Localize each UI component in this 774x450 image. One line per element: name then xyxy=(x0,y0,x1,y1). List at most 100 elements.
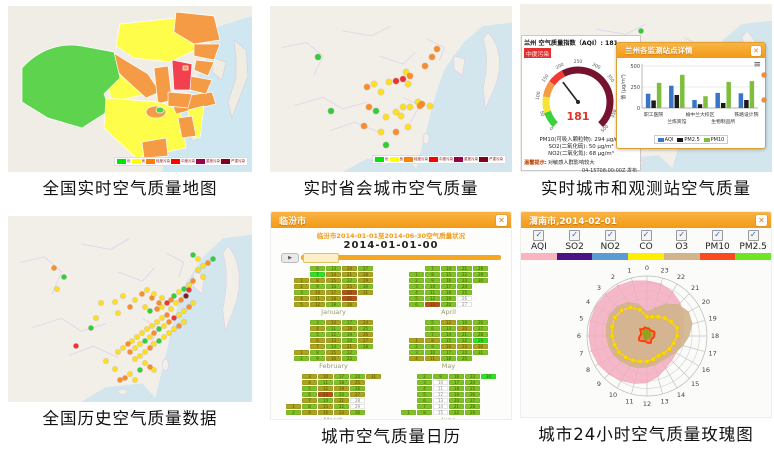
aqi-city-dot[interactable] xyxy=(638,28,644,34)
calendar-day-cell[interactable]: 20 xyxy=(457,326,472,331)
calendar-day-cell[interactable]: 27 xyxy=(457,302,472,307)
calendar-day-cell[interactable]: 20 xyxy=(342,338,357,343)
legend-item[interactable]: PM10 xyxy=(703,137,724,143)
checkbox-icon[interactable]: ✓ xyxy=(569,230,581,241)
aqi-city-dot[interactable] xyxy=(171,315,177,321)
aqi-city-dot[interactable] xyxy=(397,112,404,119)
calendar-day-cell[interactable]: 11 xyxy=(433,386,448,391)
capital-cities-map[interactable] xyxy=(270,6,512,172)
calendar-day-cell[interactable]: 10 xyxy=(425,284,440,289)
calendar-day-cell[interactable]: 27 xyxy=(350,392,365,397)
calendar-day-cell[interactable]: 19 xyxy=(449,392,464,397)
close-icon[interactable]: ✕ xyxy=(751,45,761,56)
calendar-day-cell[interactable]: 18 xyxy=(334,380,349,385)
calendar-day-cell[interactable]: 27 xyxy=(465,398,480,403)
calendar-day-cell[interactable]: 5 xyxy=(310,332,325,337)
aqi-city-dot[interactable] xyxy=(127,304,133,310)
aqi-city-dot[interactable] xyxy=(426,102,433,109)
calendar-day-cell[interactable]: 12 xyxy=(318,386,333,391)
calendar-day-cell[interactable]: 23 xyxy=(457,278,472,283)
calendar-day-cell[interactable]: 16 xyxy=(318,410,333,415)
calendar-day-cell[interactable]: 4 xyxy=(302,380,317,385)
aqi-city-dot[interactable] xyxy=(161,334,167,340)
calendar-day-cell[interactable]: 20 xyxy=(342,266,357,271)
calendar-day-cell[interactable]: 8 xyxy=(310,278,325,283)
calendar-day-cell[interactable]: 14 xyxy=(441,266,456,271)
calendar-day-cell[interactable]: 4 xyxy=(310,326,325,331)
calendar-day-cell[interactable]: 26 xyxy=(465,392,480,397)
calendar-day-cell[interactable]: 25 xyxy=(342,296,357,301)
aqi-city-dot[interactable] xyxy=(159,315,165,321)
calendar-day-cell[interactable]: 24 xyxy=(457,284,472,289)
aqi-city-dot[interactable] xyxy=(120,293,126,299)
slider-handle[interactable] xyxy=(303,253,339,263)
calendar-day-cell[interactable]: 8 xyxy=(417,410,432,415)
aqi-city-dot[interactable] xyxy=(176,312,182,318)
aqi-city-dot[interactable] xyxy=(183,293,189,299)
aqi-city-dot[interactable] xyxy=(433,46,440,53)
calendar-day-cell[interactable]: 22 xyxy=(449,410,464,415)
aqi-city-dot[interactable] xyxy=(385,79,392,86)
calendar-day-cell[interactable]: 11 xyxy=(326,326,341,331)
aqi-city-dot[interactable] xyxy=(154,319,160,325)
calendar-day-cell[interactable]: 16 xyxy=(449,374,464,379)
aqi-city-dot[interactable] xyxy=(137,341,143,347)
calendar-day-cell[interactable]: 18 xyxy=(342,326,357,331)
aqi-city-dot[interactable] xyxy=(421,62,428,69)
calendar-day-cell[interactable]: 25 xyxy=(465,386,480,391)
calendar-day-cell[interactable]: 8 xyxy=(425,338,440,343)
calendar-day-cell[interactable]: 7 xyxy=(310,344,325,349)
calendar-day-cell[interactable]: 28 xyxy=(358,344,373,349)
calendar-day-cell[interactable]: 24 xyxy=(342,290,357,295)
calendar-day-cell[interactable]: 17 xyxy=(441,350,456,355)
calendar-day-cell[interactable]: 4 xyxy=(409,290,424,295)
aqi-city-dot[interactable] xyxy=(404,124,411,131)
aqi-city-dot[interactable] xyxy=(144,287,150,293)
calendar-day-cell[interactable]: 23 xyxy=(342,356,357,361)
calendar-day-cell[interactable]: 18 xyxy=(441,356,456,361)
city-station-thumb[interactable]: 兰州 空气质量指数（AQI）: 181 中度污染 ≡ 0 50 100 150 200 2… xyxy=(520,4,772,172)
slider-track[interactable] xyxy=(301,253,501,263)
checkbox-icon[interactable]: ✓ xyxy=(676,230,688,241)
calendar-day-cell[interactable]: 7 xyxy=(302,398,317,403)
calendar-day-cell[interactable]: 16 xyxy=(326,356,341,361)
calendar-day-cell[interactable]: 6 xyxy=(417,398,432,403)
aqi-city-dot[interactable] xyxy=(151,341,157,347)
aqi-city-dot[interactable] xyxy=(186,287,192,293)
calendar-day-cell[interactable]: 10 xyxy=(310,290,325,295)
calendar-day-cell[interactable]: 11 xyxy=(318,380,333,385)
calendar-day-cell[interactable]: 6 xyxy=(409,302,424,307)
aqi-city-dot[interactable] xyxy=(392,129,399,136)
aqi-city-dot[interactable] xyxy=(407,72,414,79)
calendar-day-cell[interactable]: 20 xyxy=(334,392,349,397)
calendar-day-cell[interactable]: 29 xyxy=(473,338,488,343)
calendar-day-cell[interactable]: 6 xyxy=(310,338,325,343)
calendar-day-cell[interactable]: 8 xyxy=(302,404,317,409)
calendar-day-cell[interactable]: 5 xyxy=(417,392,432,397)
calendar-day-cell[interactable]: 4 xyxy=(294,296,309,301)
checkbox-icon[interactable]: ✓ xyxy=(640,230,652,241)
aqi-city-dot[interactable] xyxy=(315,54,322,61)
calendar-day-cell[interactable]: 29 xyxy=(350,404,365,409)
aqi-city-dot[interactable] xyxy=(103,358,109,364)
calendar-day-cell[interactable]: 15 xyxy=(318,404,333,409)
aqi-city-dot[interactable] xyxy=(61,274,67,280)
aqi-city-dot[interactable] xyxy=(159,304,165,310)
calendar-day-cell[interactable]: 13 xyxy=(433,398,448,403)
calendar-day-cell[interactable]: 26 xyxy=(350,386,365,391)
aqi-city-dot[interactable] xyxy=(378,89,385,96)
calendar-day-cell[interactable]: 6 xyxy=(425,326,440,331)
aqi-city-dot[interactable] xyxy=(154,306,160,312)
calendar-day-cell[interactable]: 19 xyxy=(342,332,357,337)
calendar-day-cell[interactable]: 12 xyxy=(326,332,341,337)
play-icon[interactable]: ▶ xyxy=(281,252,299,263)
calendar-day-cell[interactable]: 22 xyxy=(342,350,357,355)
calendar-day-cell[interactable]: 30 xyxy=(358,284,373,289)
aqi-city-dot[interactable] xyxy=(373,107,380,114)
checkbox-icon[interactable]: ✓ xyxy=(711,230,723,241)
aqi-city-dot[interactable] xyxy=(400,104,407,111)
aqi-city-dot[interactable] xyxy=(195,267,201,273)
aqi-city-dot[interactable] xyxy=(366,104,373,111)
